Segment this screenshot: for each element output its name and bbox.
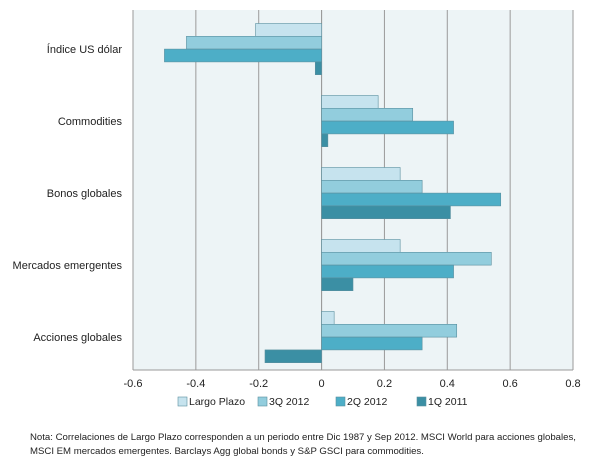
category-labels: Índice US dólar Commodities Bonos globales… <box>13 43 123 344</box>
legend-swatch <box>177 396 188 407</box>
category-label: Mercados emergentes <box>13 260 123 272</box>
category-label: Commodities <box>58 116 123 128</box>
bar <box>321 108 414 122</box>
legend-label: 1Q 2011 <box>428 396 468 408</box>
category-label: Bonos globales <box>47 188 123 200</box>
bar <box>321 252 492 266</box>
bar <box>321 192 502 207</box>
x-tick-label: 0.2 <box>377 378 392 390</box>
bar <box>255 23 322 37</box>
legend-label: 3Q 2012 <box>269 396 309 408</box>
category-label: Acciones globales <box>33 332 122 344</box>
legend-label: Largo Plazo <box>189 396 245 408</box>
bar <box>321 120 454 135</box>
bar <box>264 349 322 363</box>
category-label: Índice US dólar <box>47 43 123 56</box>
x-tick-labels: -0.6 -0.4 -0.2 0 0.2 0.4 0.6 0.8 <box>124 378 581 390</box>
footnote: Nota: Correlaciones de Largo Plazo corre… <box>30 432 576 457</box>
x-tick-label: 0 <box>319 378 325 390</box>
legend-swatch <box>257 396 268 407</box>
bar <box>186 35 322 50</box>
bar <box>321 133 329 147</box>
bar <box>321 95 379 109</box>
x-tick-label: -0.2 <box>249 378 268 390</box>
x-tick-label: -0.4 <box>186 378 205 390</box>
x-tick-label: 0.8 <box>565 378 580 390</box>
bar <box>321 205 451 219</box>
bar <box>321 311 335 325</box>
correlation-bar-chart: Índice US dólar Commodities Bonos globales… <box>13 10 581 408</box>
bar <box>321 277 354 291</box>
legend-label: 2Q 2012 <box>347 396 387 408</box>
bar <box>164 48 322 63</box>
bar <box>314 61 322 76</box>
bar <box>321 167 401 181</box>
legend-swatch <box>335 396 346 407</box>
x-tick-label: 0.6 <box>502 378 517 390</box>
x-tick-label: -0.6 <box>124 378 143 390</box>
bars <box>164 23 502 363</box>
bar <box>321 323 458 338</box>
legend: Largo Plazo 3Q 2012 2Q 2012 1Q 2011 <box>177 396 468 408</box>
bar <box>321 336 423 351</box>
x-tick-label: 0.4 <box>440 378 455 390</box>
bar <box>321 180 423 194</box>
legend-swatch <box>416 396 427 407</box>
bar <box>321 239 401 253</box>
bar <box>321 264 454 279</box>
